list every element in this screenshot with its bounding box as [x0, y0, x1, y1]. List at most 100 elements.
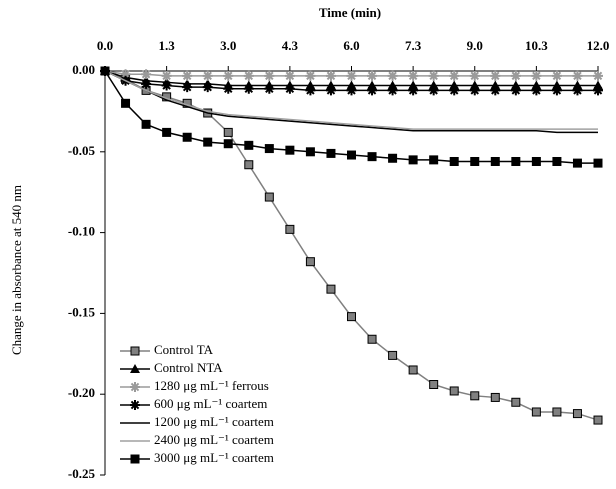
marker [121, 98, 131, 108]
marker [141, 78, 152, 89]
x-tick-label: 0.0 [97, 38, 113, 53]
marker [244, 160, 254, 170]
marker [141, 69, 152, 80]
legend-label: 1280 μg mL⁻¹ ferrous [154, 378, 269, 393]
marker [284, 70, 295, 81]
marker [285, 224, 295, 234]
marker [305, 70, 316, 81]
marker [429, 155, 439, 165]
x-axis-title: Time (min) [319, 5, 381, 20]
marker [449, 156, 459, 166]
legend-marker [130, 400, 140, 410]
marker [264, 70, 275, 81]
marker [305, 147, 315, 157]
legend-label: Control NTA [154, 360, 223, 375]
marker [572, 409, 582, 419]
marker [202, 70, 213, 81]
marker [531, 85, 542, 96]
marker [531, 156, 541, 166]
marker [510, 85, 521, 96]
marker [387, 70, 398, 81]
marker [367, 152, 377, 162]
marker [429, 380, 439, 390]
x-tick-label: 1.3 [159, 38, 176, 53]
legend-label: 2400 μg mL⁻¹ coartem [154, 432, 274, 447]
marker [141, 119, 151, 129]
marker [572, 158, 582, 168]
legend-marker [130, 346, 140, 356]
marker [223, 127, 233, 137]
marker [593, 70, 603, 81]
marker [449, 70, 460, 81]
marker [511, 397, 521, 407]
marker [346, 70, 357, 81]
marker [100, 66, 110, 76]
marker [572, 85, 583, 96]
marker [531, 407, 541, 417]
marker [284, 83, 295, 94]
marker [264, 144, 274, 154]
marker [367, 334, 377, 344]
marker [408, 365, 418, 375]
x-tick-label: 4.3 [282, 38, 299, 53]
marker [387, 85, 398, 96]
marker [511, 156, 521, 166]
marker [243, 70, 254, 81]
marker [285, 145, 295, 155]
marker [593, 415, 603, 425]
y-tick-label: -0.25 [68, 466, 96, 481]
marker [326, 148, 336, 158]
marker [203, 137, 213, 147]
marker [449, 386, 459, 396]
marker [449, 85, 460, 96]
marker [325, 85, 336, 96]
y-tick-label: -0.15 [68, 304, 96, 319]
marker [552, 407, 562, 417]
marker [469, 85, 480, 96]
marker [470, 391, 480, 401]
x-tick-label: 10.3 [525, 38, 548, 53]
x-tick-label: 9.0 [467, 38, 483, 53]
marker [182, 70, 193, 81]
marker [428, 70, 439, 81]
marker [388, 350, 398, 360]
legend-label: 1200 μg mL⁻¹ coartem [154, 414, 274, 429]
marker [490, 156, 500, 166]
marker [490, 85, 501, 96]
legend-label: 600 μg mL⁻¹ coartem [154, 396, 267, 411]
y-tick-label: 0.00 [72, 62, 95, 77]
x-tick-label: 12.0 [587, 38, 610, 53]
marker [367, 70, 378, 81]
marker [408, 85, 419, 96]
marker [305, 257, 315, 267]
marker [326, 284, 336, 294]
y-tick-label: -0.10 [68, 224, 95, 239]
marker [182, 82, 193, 93]
marker [593, 158, 603, 168]
marker [428, 85, 439, 96]
y-tick-label: -0.20 [68, 385, 95, 400]
marker [572, 70, 583, 81]
marker [264, 192, 274, 202]
marker [223, 83, 234, 94]
marker [223, 139, 233, 149]
legend-marker [130, 364, 140, 373]
marker [551, 70, 562, 81]
marker [531, 70, 542, 81]
legend-label: Control TA [154, 342, 214, 357]
marker [593, 85, 603, 96]
x-tick-label: 7.3 [405, 38, 422, 53]
marker [388, 153, 398, 163]
legend-marker [130, 382, 140, 392]
x-tick-label: 6.0 [343, 38, 359, 53]
marker [347, 150, 356, 160]
marker [469, 70, 480, 81]
legend-marker [130, 454, 140, 464]
marker [470, 156, 480, 166]
marker [408, 155, 418, 165]
marker [408, 70, 419, 81]
marker [305, 85, 316, 96]
marker [182, 132, 192, 142]
marker [552, 156, 562, 166]
